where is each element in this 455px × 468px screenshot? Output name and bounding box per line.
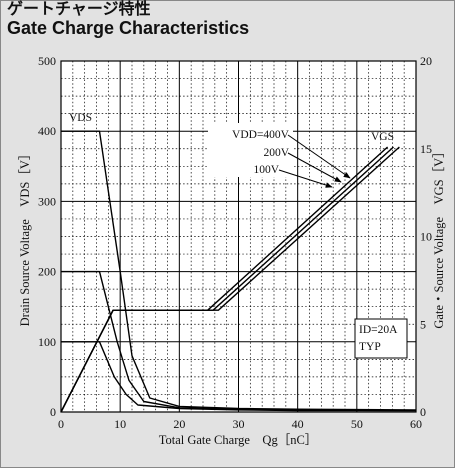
series-layer — [60, 130, 417, 413]
y-right-tick-label: 15 — [420, 142, 432, 156]
vdd-400-label: VDD=400V — [232, 129, 290, 141]
title-english: Gate Charge Characteristics — [7, 18, 250, 38]
y-right-tick-label: 0 — [420, 405, 426, 419]
x-axis-label: Total Gate Charge Qg［nC］ — [159, 433, 318, 447]
y-left-tick-label: 0 — [50, 405, 56, 419]
condition-box — [354, 318, 408, 359]
y-right-tick-label: 20 — [420, 54, 432, 68]
x-tick-label: 60 — [410, 417, 422, 431]
vdd-400-arrow — [287, 134, 351, 179]
y-left-tick-label: 500 — [38, 54, 56, 68]
y-left-tick-label: 100 — [38, 335, 56, 349]
x-tick-label: 30 — [233, 417, 245, 431]
series-vds-100v — [61, 341, 416, 412]
x-tick-label: 40 — [292, 417, 304, 431]
annotation-box — [208, 123, 293, 177]
y-right-tick-label: 5 — [420, 317, 426, 331]
vdd-200-arrow — [287, 152, 342, 183]
x-tick-label: 0 — [58, 417, 64, 431]
y-left-tick-label: 300 — [38, 194, 56, 208]
y-axis-right-label: Gate・Source Voltage VGS［V］ — [432, 145, 446, 328]
x-tick-label: 50 — [351, 417, 363, 431]
vgs-label: VGS — [371, 131, 394, 143]
y-left-tick-label: 400 — [38, 124, 56, 138]
vdd-200-label: 200V — [263, 147, 289, 159]
plot-border — [60, 60, 417, 413]
title-japanese: ゲートチャージ特性 — [7, 1, 151, 18]
grid — [61, 61, 416, 412]
y-left-tick-label: 200 — [38, 265, 56, 279]
x-tick-label: 20 — [173, 417, 185, 431]
vdd-100-label: 100V — [253, 164, 279, 176]
y-right-tick-label: 10 — [420, 230, 432, 244]
vdd-100-arrow — [278, 169, 333, 188]
y-axis-left-label: Drain Source Voltage VDS［V］ — [18, 148, 32, 327]
x-tick-label: 10 — [114, 417, 126, 431]
condition-id: ID=20A — [359, 324, 398, 336]
series-vgs-400v — [60, 146, 400, 413]
condition-typ: TYP — [359, 341, 381, 353]
vds-label: VDS — [69, 112, 92, 124]
